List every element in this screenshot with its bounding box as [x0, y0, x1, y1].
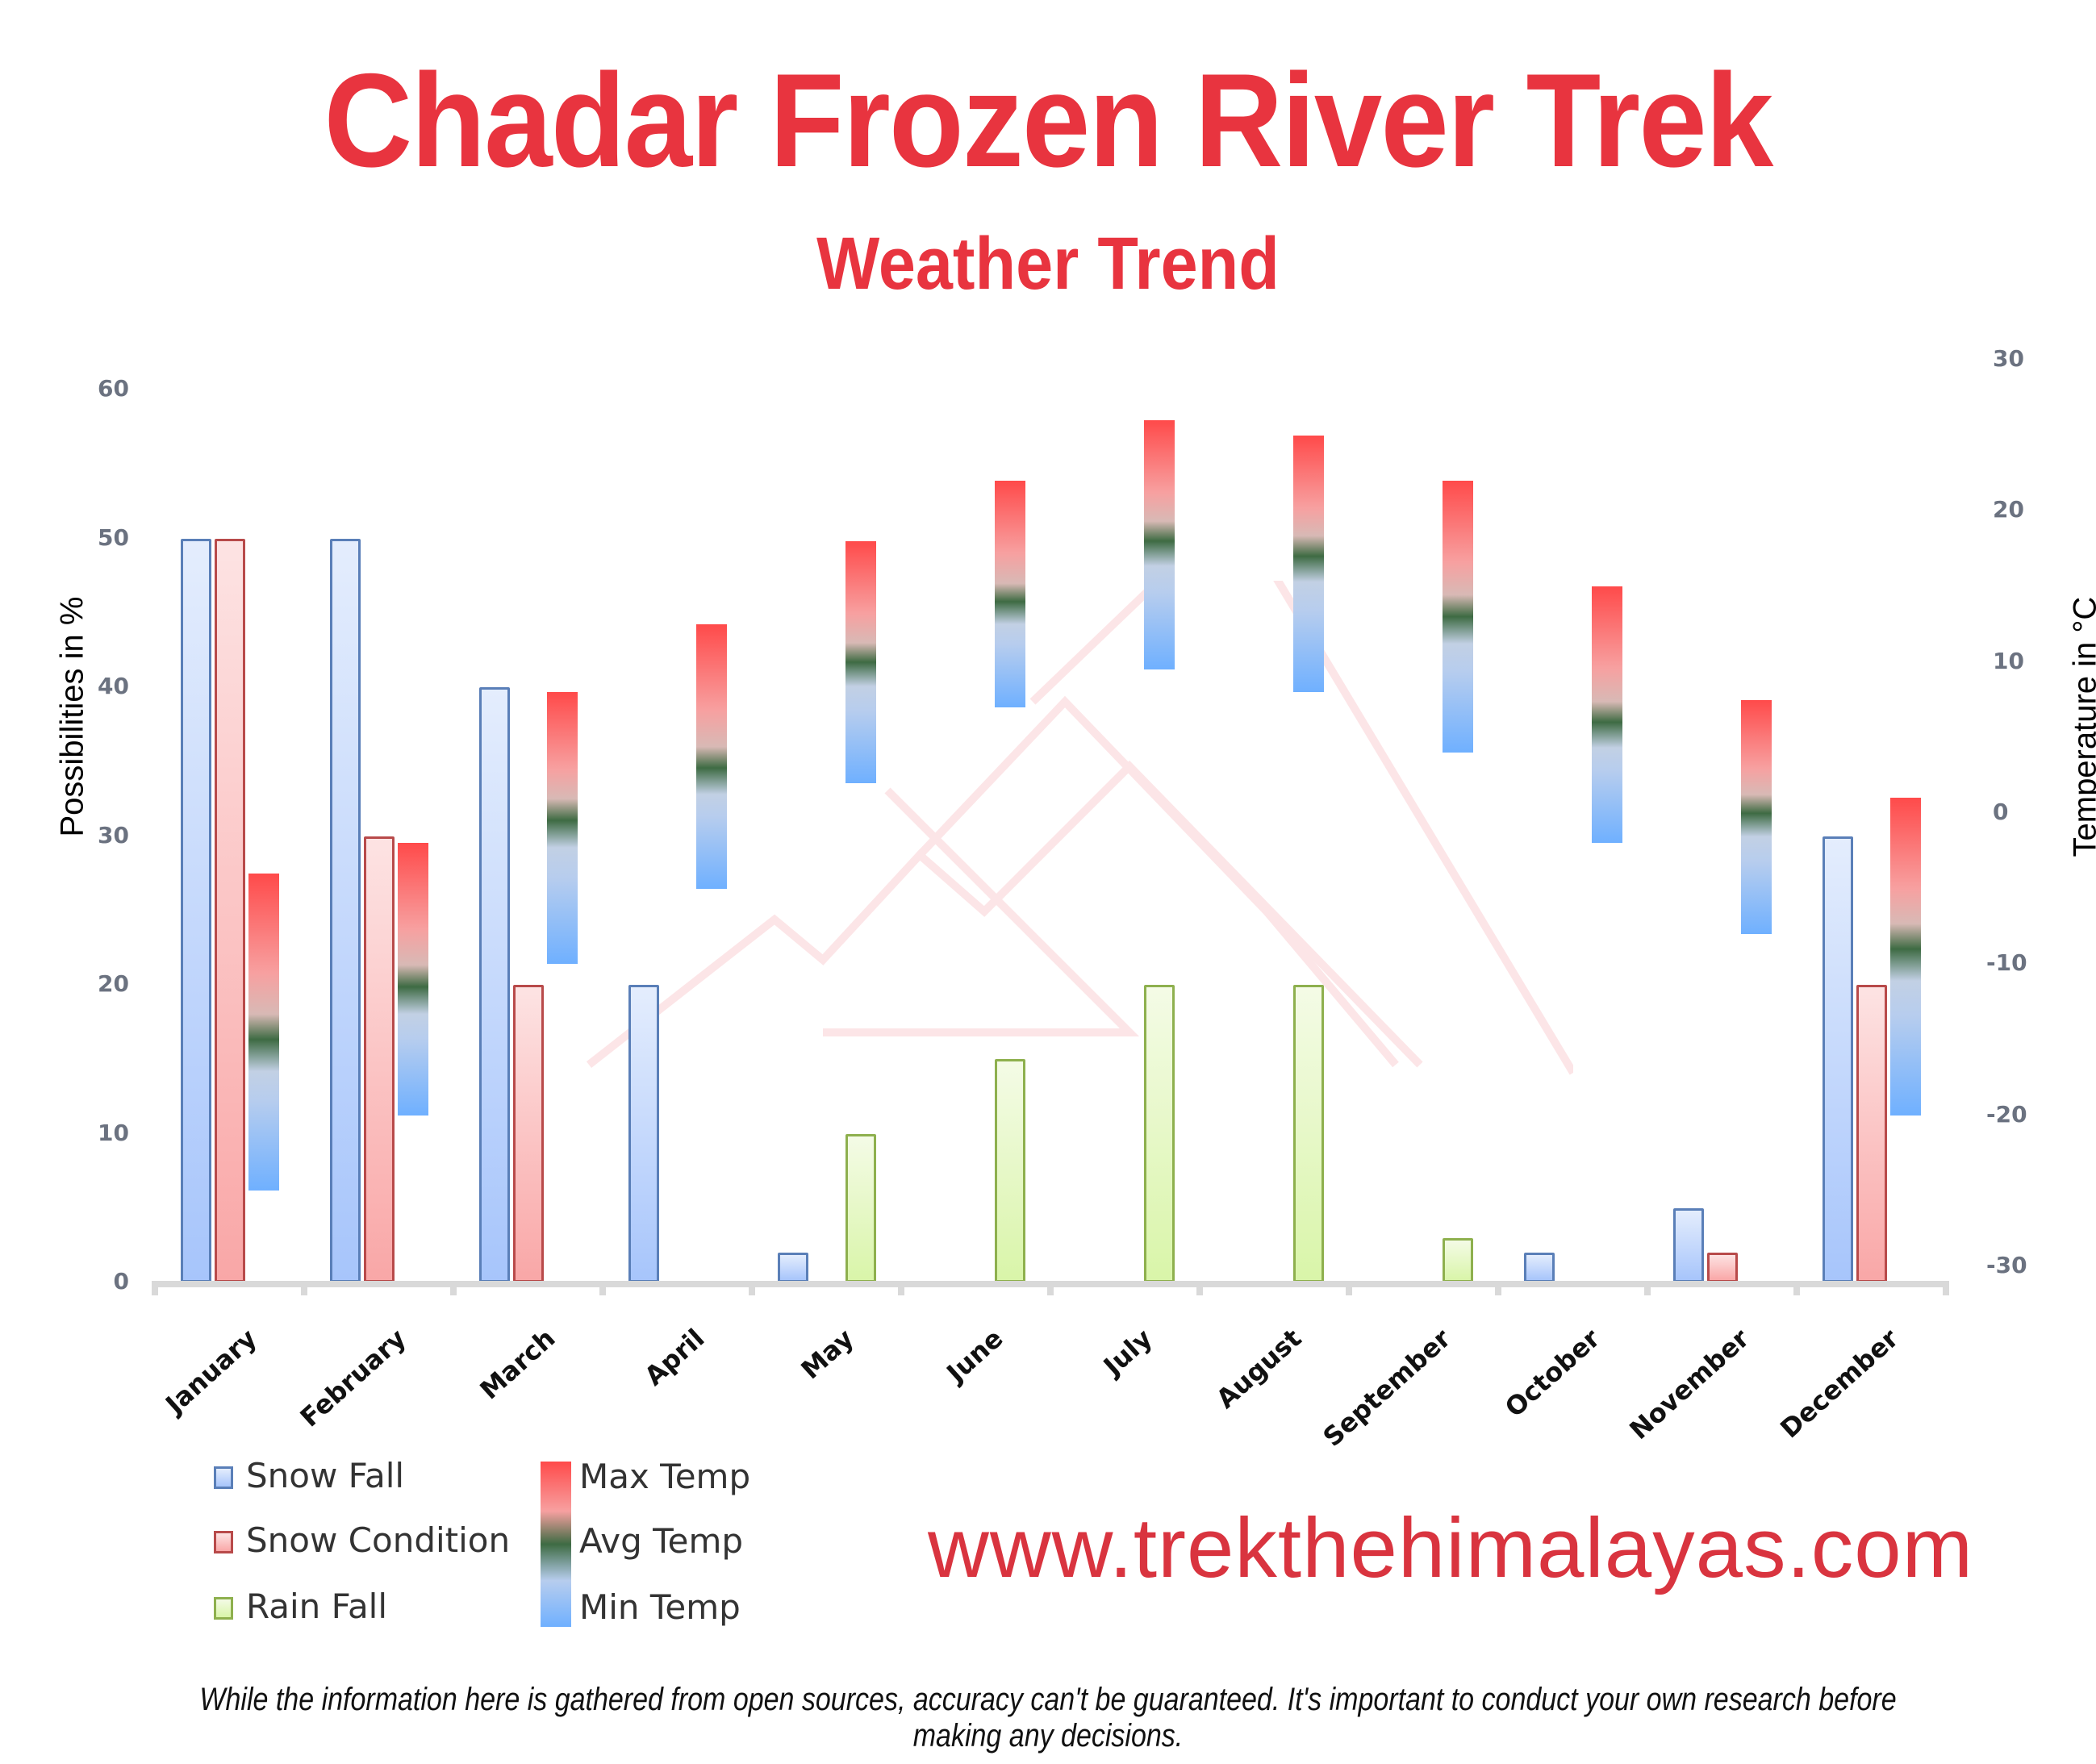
right-axis-tick-label: 30: [1993, 345, 2024, 372]
snow-fall-bar: [181, 538, 211, 1282]
right-axis-tick-label: 10: [1993, 647, 2024, 674]
temperature-range-bar: [1592, 586, 1622, 844]
x-axis-tick: [1047, 1281, 1054, 1295]
right-axis-tick-label: -30: [1986, 1252, 2027, 1278]
left-axis-tick-label: 20: [98, 970, 129, 997]
mountain-logo-watermark-icon: [586, 581, 1573, 1075]
legend-swatch-snow-condition: [214, 1531, 233, 1553]
x-axis-tick: [599, 1281, 606, 1295]
legend-label-min-temp: Min Temp: [579, 1587, 741, 1627]
x-axis-tick: [1495, 1281, 1501, 1295]
x-axis-tick: [1196, 1281, 1203, 1295]
right-axis-tick-label: -10: [1986, 949, 2027, 977]
snow-fall-bar: [1524, 1253, 1555, 1282]
x-axis-tick: [1644, 1281, 1651, 1295]
x-axis-tick: [749, 1281, 755, 1295]
legend-swatch-snow-fall: [214, 1466, 233, 1489]
left-axis-tick-label: 50: [98, 523, 129, 551]
legend-label-snow-fall: Snow Fall: [246, 1456, 405, 1495]
temperature-range-bar: [995, 480, 1025, 707]
x-axis-tick: [898, 1281, 904, 1295]
right-axis-title: Temperature in °C: [2067, 596, 2096, 857]
legend-swatch-rain-fall: [214, 1597, 233, 1620]
page-title: Chadar Frozen River Trek: [324, 46, 1774, 194]
left-axis-tick-label: 40: [98, 673, 129, 699]
legend-label-rain-fall: Rain Fall: [246, 1587, 388, 1626]
left-axis-tick-label: 30: [98, 821, 129, 849]
snow-condition-bar: [1856, 985, 1887, 1282]
x-axis-tick: [1943, 1281, 1949, 1295]
snow-fall-bar: [628, 985, 659, 1282]
website-url: www.trekthehimalayas.com: [928, 1501, 1974, 1595]
snow-condition-bar: [215, 538, 245, 1282]
snow-condition-bar: [1707, 1253, 1738, 1282]
snow-fall-bar: [1673, 1207, 1704, 1282]
temperature-range-bar: [1741, 699, 1772, 934]
temperature-range-bar: [696, 623, 727, 889]
temperature-range-bar: [1890, 798, 1921, 1116]
legend-label-max-temp: Max Temp: [579, 1457, 751, 1496]
left-axis-tick-label: 10: [98, 1119, 129, 1146]
x-axis-tick: [152, 1281, 158, 1295]
rain-fall-bar: [1144, 985, 1175, 1282]
disclaimer-text: While the information here is gathered f…: [199, 1682, 1897, 1754]
temperature-range-bar: [1443, 480, 1473, 753]
snow-fall-bar: [330, 538, 361, 1282]
snow-fall-bar: [479, 687, 510, 1282]
rain-fall-bar: [995, 1059, 1025, 1282]
temperature-range-bar: [248, 873, 279, 1191]
temperature-range-bar: [398, 843, 428, 1116]
snow-fall-bar: [778, 1253, 808, 1282]
left-axis-tick-label: 60: [98, 375, 129, 402]
legend-label-avg-temp: Avg Temp: [579, 1521, 744, 1561]
x-axis-tick: [301, 1281, 307, 1295]
right-axis-tick-label: -20: [1986, 1100, 2027, 1128]
temperature-range-bar: [845, 540, 876, 783]
x-axis-tick: [450, 1281, 457, 1295]
x-axis-tick: [1793, 1281, 1800, 1295]
snow-condition-bar: [513, 985, 544, 1282]
rain-fall-bar: [845, 1133, 876, 1282]
temperature-range-bar: [547, 692, 578, 965]
page-subtitle: Weather Trend: [816, 223, 1280, 305]
temperature-range-bar: [1144, 419, 1175, 670]
temperature-range-bar: [1293, 435, 1324, 693]
left-axis-tick-label: 0: [113, 1268, 129, 1295]
rain-fall-bar: [1293, 985, 1324, 1282]
x-axis-tick: [1346, 1281, 1352, 1295]
right-axis-tick-label: 20: [1993, 496, 2024, 523]
month-label: December: [1774, 1323, 1905, 1445]
legend-swatch-temperature-gradient: [541, 1462, 571, 1627]
right-axis-tick-label: 0: [1993, 799, 2009, 825]
legend-label-snow-condition: Snow Condition: [246, 1520, 511, 1560]
rain-fall-bar: [1443, 1237, 1473, 1282]
snow-fall-bar: [1823, 836, 1853, 1282]
snow-condition-bar: [364, 836, 395, 1282]
